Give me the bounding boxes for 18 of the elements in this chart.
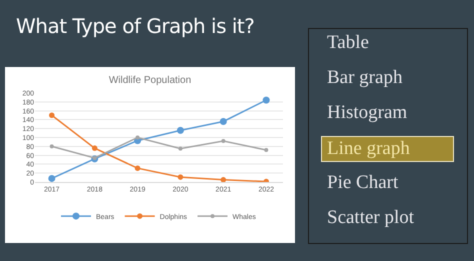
point [262,96,270,104]
point [264,148,268,152]
point [48,174,56,182]
point [220,118,227,125]
text: What Type of Graph is it? [16,14,254,38]
point [220,177,226,182]
point [178,174,184,180]
options-panel: Table Bar graph Histogram Line graph Pie Chart Scatter plot [308,28,468,244]
point [176,126,184,134]
point [92,145,98,151]
point [221,139,226,144]
chart-title: Wildlife Population [108,74,192,86]
point [136,136,140,140]
point [49,112,55,118]
point [50,144,54,148]
point [92,156,97,160]
point [178,146,182,151]
point [134,165,140,171]
